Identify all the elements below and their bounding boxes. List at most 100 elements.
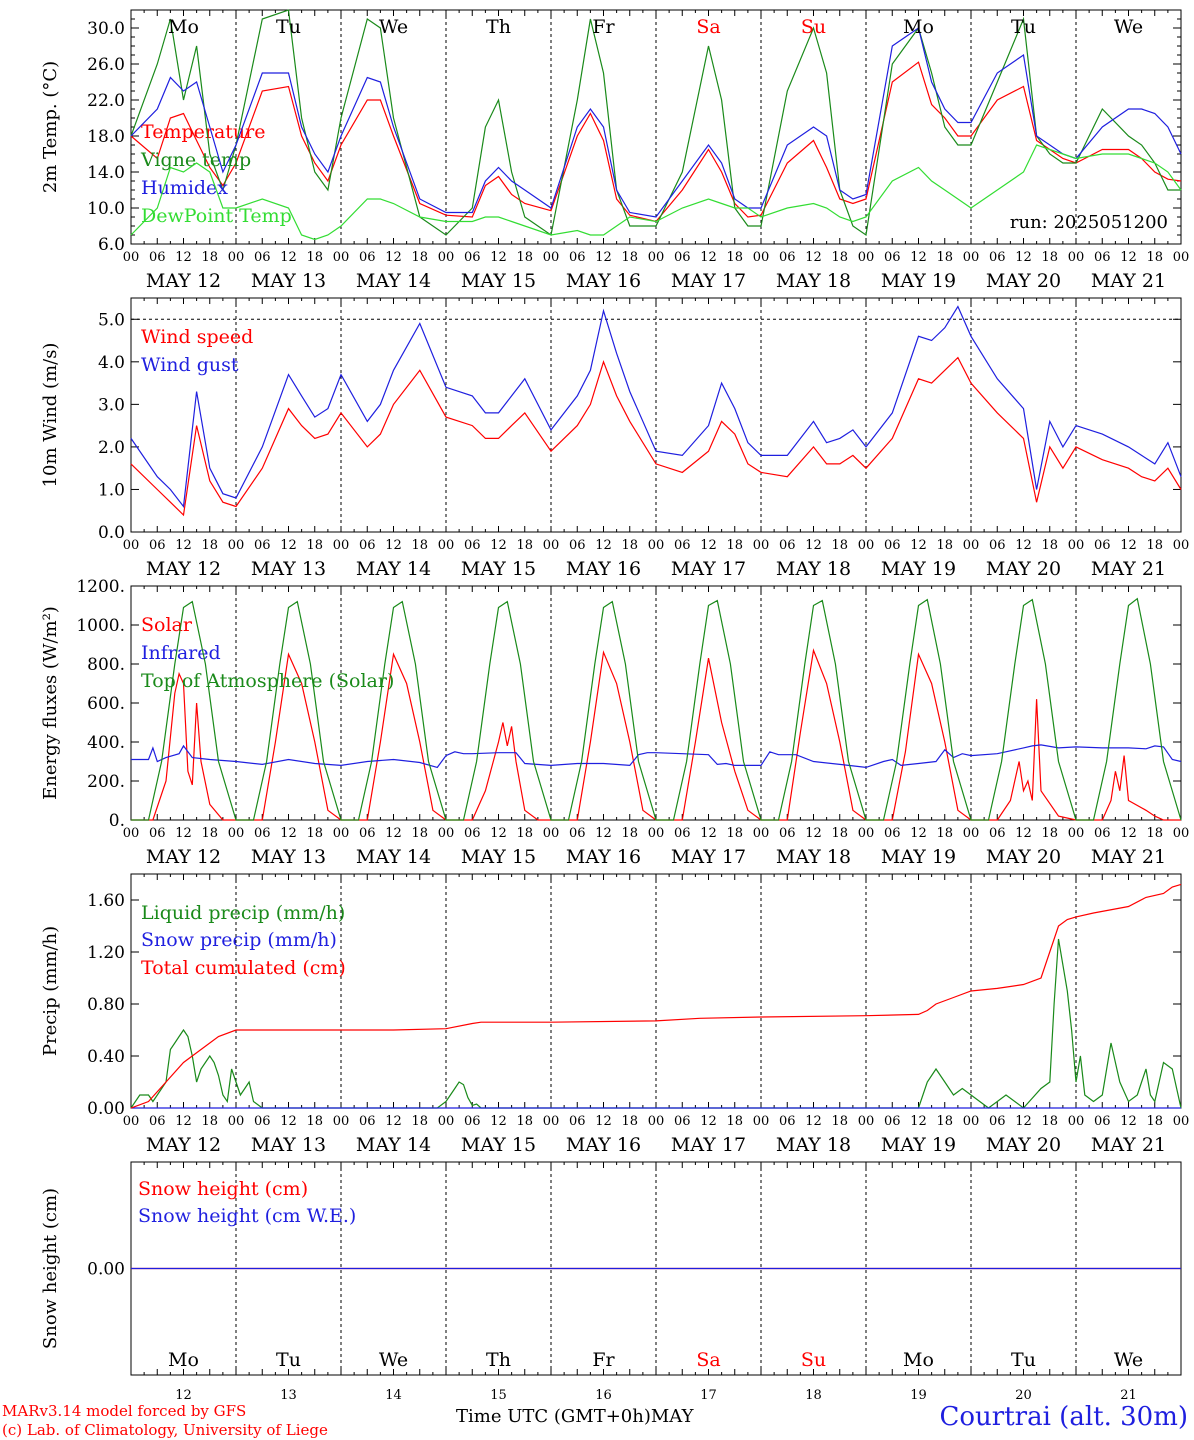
hour-tick-label: 00 <box>963 538 980 553</box>
x-axis-title: Time UTC (GMT+0h)MAY <box>456 1406 694 1427</box>
hour-tick-label: 00 <box>333 826 350 841</box>
y-tick-label: 4.0 <box>98 353 125 373</box>
hour-tick-label: 18 <box>201 1114 218 1129</box>
date-label: MAY 19 <box>881 558 956 580</box>
day-number: 20 <box>1015 1388 1032 1403</box>
hour-tick-label: 18 <box>516 538 533 553</box>
hour-tick-label: 06 <box>779 250 796 265</box>
hour-tick-label: 00 <box>963 1114 980 1129</box>
y-axis-label: Precip (mm/h) <box>40 926 61 1056</box>
hour-tick-label: 12 <box>700 1114 717 1129</box>
hour-tick-label: 18 <box>936 1114 953 1129</box>
date-label: MAY 15 <box>461 846 536 868</box>
hour-tick-label: 06 <box>359 538 376 553</box>
hour-tick-label: 12 <box>1120 538 1137 553</box>
date-label: MAY 19 <box>881 846 956 868</box>
hour-tick-label: 00 <box>333 538 350 553</box>
y-tick-label: 10.0 <box>87 199 125 219</box>
hour-tick-label: 00 <box>1173 1114 1190 1129</box>
hour-tick-label: 00 <box>543 1114 560 1129</box>
date-label: MAY 21 <box>1091 558 1166 580</box>
day-name: Tu <box>1011 16 1036 38</box>
hour-tick-label: 06 <box>779 538 796 553</box>
series-line <box>130 9 1181 237</box>
hour-tick-label: 18 <box>621 538 638 553</box>
hour-tick-label: 18 <box>936 538 953 553</box>
date-label: MAY 15 <box>461 1134 536 1156</box>
series-line <box>131 597 1182 821</box>
hour-tick-label: 00 <box>543 250 560 265</box>
hour-tick-label: 06 <box>674 250 691 265</box>
hour-tick-label: 18 <box>1146 826 1163 841</box>
hour-tick-label: 00 <box>858 538 875 553</box>
legend-entry: Total cumulated (cm) <box>141 957 346 979</box>
hour-tick-label: 06 <box>254 538 271 553</box>
date-label: MAY 18 <box>776 1134 851 1156</box>
hour-tick-label: 18 <box>726 826 743 841</box>
hour-tick-label: 00 <box>438 826 455 841</box>
date-label: MAY 12 <box>146 846 221 868</box>
hour-tick-label: 18 <box>411 250 428 265</box>
date-label: MAY 18 <box>776 270 851 292</box>
day-number: 12 <box>175 1388 192 1403</box>
hour-tick-label: 18 <box>831 538 848 553</box>
hour-tick-label: 00 <box>858 1114 875 1129</box>
day-name: We <box>379 16 408 38</box>
date-label: MAY 16 <box>566 558 641 580</box>
hour-tick-label: 06 <box>149 826 166 841</box>
hour-tick-label: 12 <box>385 250 402 265</box>
lab-credit: (c) Lab. of Climatology, University of L… <box>2 1421 328 1439</box>
hour-tick-label: 18 <box>411 1114 428 1129</box>
date-label: MAY 19 <box>881 1134 956 1156</box>
legend-entry: Snow precip (mm/h) <box>141 929 337 951</box>
hour-tick-label: 06 <box>989 538 1006 553</box>
y-axis-label: Snow height (cm) <box>40 1188 61 1349</box>
y-axis-label: 2m Temp. (°C) <box>40 61 61 193</box>
hour-tick-label: 18 <box>1041 538 1058 553</box>
y-tick-label: 18.0 <box>87 127 125 147</box>
day-number: 15 <box>490 1388 507 1403</box>
hour-tick-label: 12 <box>910 250 927 265</box>
hour-tick-label: 18 <box>936 250 953 265</box>
day-name: We <box>1114 16 1143 38</box>
day-name: Su <box>801 16 826 38</box>
hour-tick-label: 12 <box>1120 826 1137 841</box>
legend-entry: Solar <box>141 614 193 636</box>
hour-tick-label: 00 <box>753 826 770 841</box>
hour-tick-label: 18 <box>1041 250 1058 265</box>
day-number: 13 <box>280 1388 297 1403</box>
day-name: Mo <box>168 1349 199 1371</box>
model-credit: MARv3.14 model forced by GFS <box>2 1402 247 1420</box>
hour-tick-label: 00 <box>963 250 980 265</box>
hour-tick-label: 06 <box>884 538 901 553</box>
hour-tick-label: 06 <box>149 1114 166 1129</box>
hour-tick-label: 12 <box>700 250 717 265</box>
hour-tick-label: 00 <box>1068 250 1085 265</box>
day-name: We <box>1114 1349 1143 1371</box>
hour-tick-label: 00 <box>228 250 245 265</box>
hour-tick-label: 00 <box>438 538 455 553</box>
hour-tick-label: 12 <box>175 250 192 265</box>
hour-tick-label: 18 <box>621 1114 638 1129</box>
day-name: Fr <box>592 16 615 38</box>
hour-tick-label: 18 <box>831 826 848 841</box>
legend-entry: Humidex <box>141 177 228 199</box>
hour-tick-label: 06 <box>884 826 901 841</box>
hour-tick-label: 00 <box>333 250 350 265</box>
hour-tick-label: 12 <box>280 826 297 841</box>
hour-tick-label: 12 <box>910 826 927 841</box>
hour-tick-label: 18 <box>726 250 743 265</box>
hour-tick-label: 00 <box>333 1114 350 1129</box>
hour-tick-label: 18 <box>1041 826 1058 841</box>
hour-tick-label: 18 <box>726 1114 743 1129</box>
day-name: Tu <box>276 1349 301 1371</box>
hour-tick-label: 00 <box>438 250 455 265</box>
day-name: We <box>379 1349 408 1371</box>
legend-entry: Liquid precip (mm/h) <box>141 902 345 924</box>
date-label: MAY 12 <box>146 1134 221 1156</box>
y-tick-label: 0.00 <box>87 1260 125 1280</box>
y-tick-label: 6.0 <box>98 235 125 255</box>
hour-tick-label: 12 <box>175 538 192 553</box>
run-label: run: 2025051200 <box>1010 212 1168 233</box>
series-line <box>130 356 1182 517</box>
